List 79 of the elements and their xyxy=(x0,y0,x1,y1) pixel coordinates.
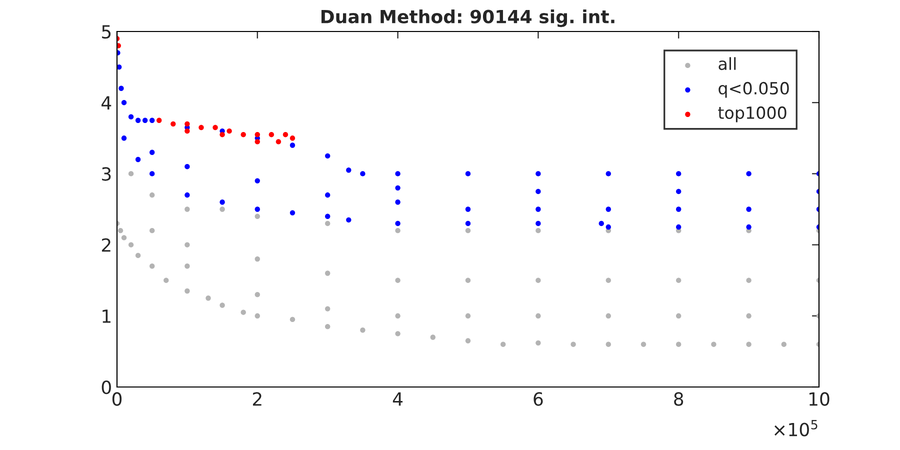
x-tick-label: 8 xyxy=(674,392,684,406)
point xyxy=(226,128,232,134)
point xyxy=(142,118,148,123)
point xyxy=(254,178,260,184)
point xyxy=(536,220,541,226)
point xyxy=(184,192,190,198)
y-tick-label: 1 xyxy=(102,310,110,323)
point xyxy=(325,153,330,159)
point xyxy=(117,43,121,48)
point xyxy=(117,64,122,70)
point xyxy=(536,171,541,176)
point xyxy=(746,224,752,230)
point xyxy=(346,217,352,223)
point xyxy=(282,132,288,138)
point xyxy=(395,200,400,205)
point xyxy=(598,220,604,226)
point xyxy=(135,156,141,162)
point xyxy=(360,171,366,176)
point xyxy=(606,206,611,212)
point xyxy=(150,118,155,123)
point xyxy=(184,164,190,170)
point xyxy=(184,121,190,127)
point xyxy=(128,114,134,120)
legend-label: top1000 xyxy=(718,106,786,122)
y-tick-label: 2 xyxy=(102,238,110,252)
point xyxy=(198,124,204,130)
point xyxy=(746,206,752,212)
point xyxy=(325,192,330,198)
x-tick-label: 0 xyxy=(112,392,122,406)
point xyxy=(536,206,541,212)
point xyxy=(676,188,682,194)
y-tick-label: 5 xyxy=(102,25,111,39)
point xyxy=(220,200,225,205)
point xyxy=(121,136,127,141)
point xyxy=(118,86,124,91)
point xyxy=(676,171,682,176)
point xyxy=(290,136,296,141)
point xyxy=(746,171,752,176)
x-tick-label: 6 xyxy=(534,392,543,406)
point xyxy=(150,171,155,176)
point xyxy=(268,132,274,138)
point xyxy=(346,168,352,173)
y-tick-label: 0 xyxy=(102,380,111,394)
point xyxy=(606,224,611,230)
point xyxy=(465,220,471,226)
x-tick-label: 4 xyxy=(392,392,403,406)
point xyxy=(395,171,400,176)
point xyxy=(184,128,190,134)
point xyxy=(606,171,611,176)
text: ×10$^{5}$ xyxy=(774,420,818,436)
point xyxy=(676,206,682,212)
point xyxy=(240,132,246,138)
x-tick-label: 2 xyxy=(252,392,262,406)
point xyxy=(212,124,218,130)
point xyxy=(150,150,155,155)
point xyxy=(220,132,225,138)
chart-title: Duan Method: 90144 sig. int. xyxy=(321,9,614,28)
point xyxy=(395,185,400,191)
point xyxy=(536,188,541,194)
point xyxy=(290,142,296,148)
point xyxy=(465,171,471,176)
y-tick-label: 4 xyxy=(102,96,112,110)
point xyxy=(325,214,330,219)
point xyxy=(465,206,471,212)
point xyxy=(254,206,260,212)
point xyxy=(290,210,296,216)
point xyxy=(135,118,141,123)
point xyxy=(170,121,176,127)
point xyxy=(676,224,682,230)
point xyxy=(254,139,260,144)
y-tick-label: 3 xyxy=(102,167,111,181)
legend-label: all xyxy=(718,57,736,70)
point xyxy=(121,100,127,106)
point xyxy=(276,139,282,144)
x-tick-label: 10 xyxy=(809,392,830,406)
point xyxy=(254,132,260,138)
legend-label: q<0.050 xyxy=(718,82,789,98)
point xyxy=(156,118,162,123)
point xyxy=(395,220,400,226)
